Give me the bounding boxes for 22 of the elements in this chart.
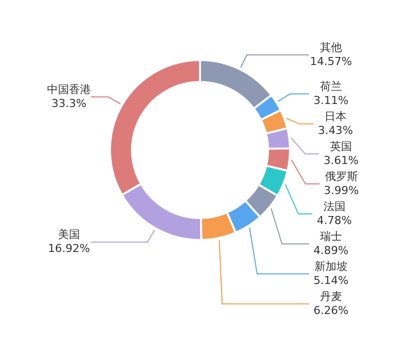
data-label: 3.61% (324, 154, 359, 167)
data-label: 16.92% (48, 242, 90, 256)
data-label: 4.89% (314, 244, 348, 257)
slice-label: 其他 (320, 40, 342, 54)
data-label: 14.57% (310, 54, 352, 68)
data-label: 4.78% (316, 214, 352, 227)
slice-label: 日本 (324, 110, 346, 123)
data-label: 5.14% (314, 274, 348, 287)
slice-label: 新加坡 (314, 260, 348, 273)
data-label: 3.99% (324, 184, 359, 197)
data-label: 3.43% (318, 124, 353, 137)
data-label: 6.26% (314, 304, 348, 317)
slice-label: 英国 (330, 140, 352, 153)
slice-label: 美国 (58, 228, 80, 242)
slice-label: 法国 (323, 200, 346, 213)
slice-label: 俄罗斯 (324, 170, 358, 183)
data-label: 3.11% (314, 94, 348, 107)
slice-label: 中国香港 (47, 82, 91, 96)
slice-label: 丹麦 (320, 290, 342, 303)
slice-label: 瑞士 (320, 230, 342, 243)
data-label: 33.3% (52, 96, 86, 110)
slice-label: 荷兰 (320, 80, 342, 93)
